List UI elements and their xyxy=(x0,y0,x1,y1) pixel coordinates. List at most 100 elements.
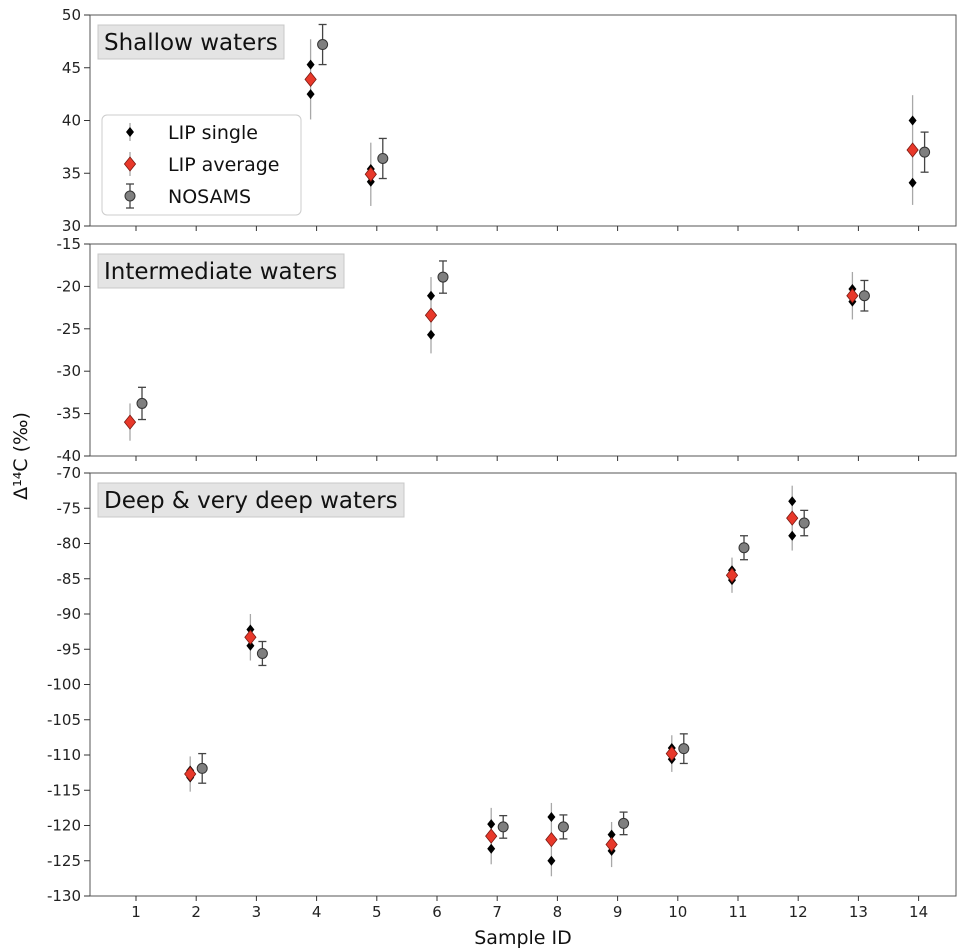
x-tick-label: 9 xyxy=(613,903,623,921)
panel-3: -130 -125 -120 -115 -110 -105 -100 -95 -90 -85 -80… xyxy=(47,464,957,905)
lip-single-point xyxy=(908,177,917,188)
lip-single-point xyxy=(306,89,315,100)
panel-title-background xyxy=(97,482,405,518)
nosams-point xyxy=(798,517,810,529)
lip-average-point xyxy=(184,766,197,782)
data-points xyxy=(184,485,810,877)
nosams-point xyxy=(136,397,148,409)
legend-entry: NOSAMS xyxy=(124,183,251,209)
lip-average-point xyxy=(424,307,438,323)
legend-marker-nosams xyxy=(124,190,136,202)
data-points xyxy=(123,260,870,441)
y-tick-label: -20 xyxy=(57,277,82,295)
lip-single-point xyxy=(427,290,435,301)
lip-average-point xyxy=(665,745,678,762)
legend-label: LIP single xyxy=(168,122,258,144)
y-tick-label: 35 xyxy=(62,164,81,182)
data-points xyxy=(304,23,931,206)
y-tick-label: -100 xyxy=(47,676,81,694)
lip-average-point xyxy=(786,510,799,526)
nosams-point xyxy=(919,146,931,158)
legend-marker-lip-single xyxy=(126,127,134,137)
y-tick-label: -75 xyxy=(57,499,82,517)
nosams-point xyxy=(256,647,268,659)
x-tick-label: 8 xyxy=(553,903,563,921)
x-axis: 1 2 3 4 5 6 7 8 9 10 11 12 13 14 xyxy=(131,903,928,921)
panels-layer: 30 35 40 45 50 Shallow waters -40 -35 -30 -25 -20 -… xyxy=(47,6,957,905)
nosams-point xyxy=(618,817,630,829)
y-tick-label: -95 xyxy=(57,640,82,658)
lip-average-point xyxy=(485,828,498,844)
y-axis-title: Δ¹⁴C (‰) xyxy=(10,412,32,500)
nosams-point xyxy=(738,542,750,554)
y-tick-label: 45 xyxy=(62,59,81,77)
x-tick-label: 10 xyxy=(668,903,687,921)
lip-average-point xyxy=(725,567,739,583)
y-tick-label: 50 xyxy=(62,6,81,24)
nosams-point xyxy=(437,271,449,283)
y-tick-label: 30 xyxy=(62,217,81,235)
y-tick-label: -85 xyxy=(57,570,82,588)
panel-title: Deep & very deep waters xyxy=(104,488,398,514)
y-tick-label: -70 xyxy=(57,464,82,482)
panel-2: -40 -35 -30 -25 -20 -15 Intermediate waters xyxy=(57,235,957,465)
lip-single-point xyxy=(487,843,496,854)
x-tick-label: 5 xyxy=(372,903,382,921)
lip-single-point xyxy=(788,530,797,541)
lip-average-point xyxy=(906,142,919,158)
panel-title-background xyxy=(97,24,285,60)
legend-entry: LIP single xyxy=(126,122,258,144)
legend-box xyxy=(101,114,302,216)
lip-average-point xyxy=(364,166,377,182)
y-tick-label: -125 xyxy=(47,852,81,870)
panel-1: 30 35 40 45 50 Shallow waters xyxy=(62,6,957,235)
y-tick-label: -105 xyxy=(47,711,81,729)
lip-single-point xyxy=(246,640,255,651)
x-tick-label: 4 xyxy=(312,903,322,921)
panel-frame xyxy=(89,472,957,897)
lip-single-point xyxy=(306,59,315,70)
lip-average-point xyxy=(304,71,317,87)
lip-single-point xyxy=(547,812,556,823)
lip-single-point xyxy=(607,829,616,840)
x-tick-label: 11 xyxy=(728,903,747,921)
nosams-point xyxy=(317,39,329,51)
x-tick-label: 12 xyxy=(789,903,808,921)
legend-label: LIP average xyxy=(168,154,279,176)
lip-single-point xyxy=(487,819,496,830)
y-tick-label: -110 xyxy=(47,746,81,764)
panel-frame xyxy=(89,243,957,457)
x-tick-label: 7 xyxy=(492,903,502,921)
legend: LIP single LIP average NOSAMS xyxy=(101,114,302,216)
legend-label: NOSAMS xyxy=(168,186,251,208)
legend-marker-lip-average xyxy=(123,156,137,172)
y-tick-label: -40 xyxy=(57,447,82,465)
lip-single-point xyxy=(908,115,917,126)
panel-title: Shallow waters xyxy=(104,30,278,56)
lip-average-point xyxy=(244,629,257,645)
lip-average-point xyxy=(846,288,859,304)
x-tick-label: 6 xyxy=(432,903,442,921)
y-tick-label: 40 xyxy=(62,112,81,130)
x-axis-title: Sample ID xyxy=(474,927,572,949)
y-tick-label: -35 xyxy=(57,405,82,423)
x-tick-label: 1 xyxy=(131,903,141,921)
nosams-point xyxy=(196,762,208,774)
nosams-point xyxy=(678,743,690,755)
legend-entry: LIP average xyxy=(123,152,279,176)
y-tick-label: -120 xyxy=(47,817,81,835)
lip-single-point xyxy=(246,624,255,635)
y-tick-label: -30 xyxy=(57,362,82,380)
lip-single-point xyxy=(427,329,435,340)
y-tick-label: -130 xyxy=(47,887,81,905)
y-tick-label: -115 xyxy=(47,781,81,799)
y-tick-label: -80 xyxy=(57,535,82,553)
lip-single-point xyxy=(547,855,556,866)
y-tick-label: -25 xyxy=(57,320,82,338)
y-tick-label: -15 xyxy=(57,235,82,253)
x-tick-label: 2 xyxy=(191,903,201,921)
lip-single-point xyxy=(788,496,797,507)
x-tick-label: 3 xyxy=(252,903,262,921)
nosams-point xyxy=(497,821,509,833)
